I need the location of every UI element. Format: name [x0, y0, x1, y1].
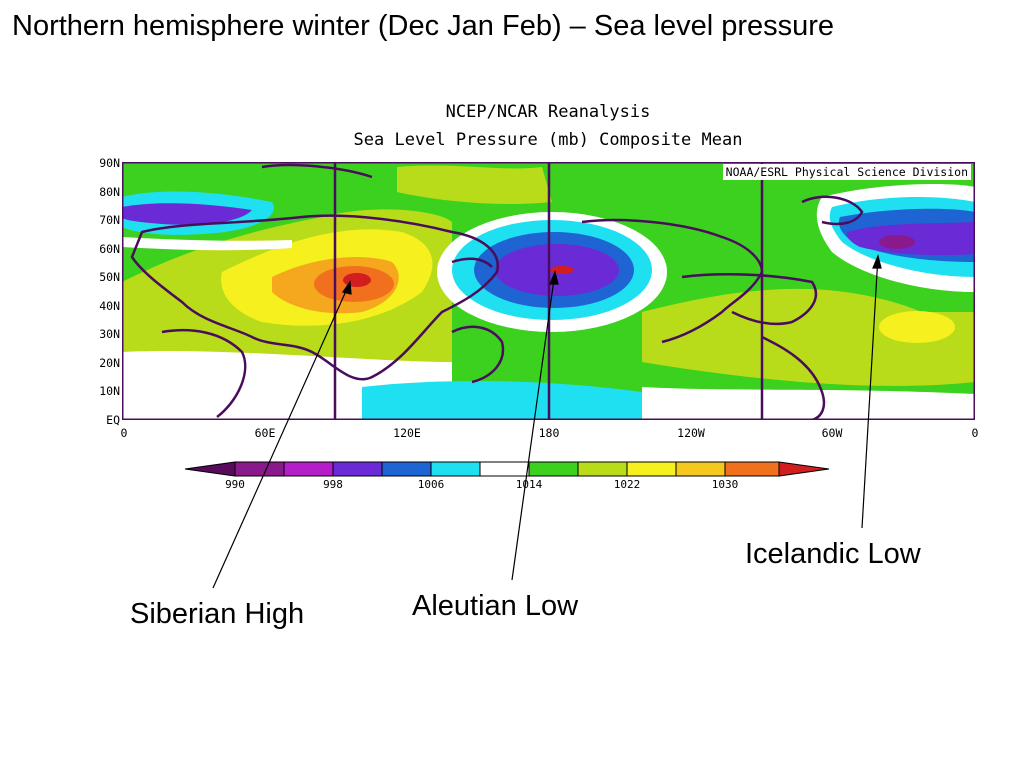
lon-label-180: 180 [538, 426, 560, 440]
colorbar-label-1006: 1006 [417, 478, 445, 491]
map-title: NCEP/NCAR Reanalysis [445, 102, 651, 122]
contour-aleutian-core [550, 266, 574, 274]
colorbar-bin-3 [332, 461, 383, 477]
contour-white-arctic-band [122, 237, 292, 251]
colorbar-bin-6 [479, 461, 530, 477]
lat-label-50n: 50N [99, 270, 120, 284]
lat-label-20n: 20N [99, 356, 120, 370]
contour-yellow-azores [879, 311, 955, 343]
map-subtitle: Sea Level Pressure (mb) Composite Mean [353, 130, 743, 150]
lon-label-60w: 60W [821, 426, 843, 440]
lat-label-60n: 60N [99, 242, 120, 256]
lat-label-40n: 40N [99, 299, 120, 313]
lon-label-120w: 120W [677, 426, 705, 440]
colorbar-bin-4 [381, 461, 432, 477]
contour-yellowgreen-pacific [642, 288, 975, 386]
callout-siberian-high: Siberian High [130, 598, 305, 630]
lon-label-0-west: 0 [120, 426, 128, 440]
colorbar-label-1022: 1022 [613, 478, 641, 491]
contour-white-equator-east [642, 387, 975, 420]
lat-label-10n: 10N [99, 384, 120, 398]
lat-label-30n: 30N [99, 327, 120, 341]
contour-red-siberian-high [343, 273, 371, 287]
pressure-map: NOAA/ESRL Physical Science Division [122, 162, 975, 420]
slide-title: Northern hemisphere winter (Dec Jan Feb)… [12, 10, 835, 42]
colorbar-label-1030: 1030 [711, 478, 739, 491]
colorbar-bin-2 [283, 461, 334, 477]
colorbar-bin-10 [675, 461, 726, 477]
callout-aleutian-low: Aleutian Low [412, 590, 579, 622]
colorbar-arrow-high [778, 461, 830, 477]
contour-cyan-equator [362, 380, 642, 420]
colorbar-bin-8 [577, 461, 628, 477]
contour-purple-arctic [122, 203, 252, 225]
lon-label-0-east: 0 [971, 426, 979, 440]
contour-icelandic-core [879, 235, 915, 249]
colorbar [184, 461, 830, 477]
colorbar-arrow-low [184, 461, 236, 477]
lat-label-eq: EQ [106, 413, 120, 427]
contour-yellowgreen-arctic [397, 165, 552, 204]
lon-label-60e: 60E [254, 426, 276, 440]
colorbar-bin-7 [528, 461, 579, 477]
lat-label-70n: 70N [99, 213, 120, 227]
colorbar-label-1014: 1014 [515, 478, 543, 491]
colorbar-label-990: 990 [225, 478, 245, 491]
colorbar-label-998: 998 [323, 478, 343, 491]
colorbar-bin-11 [724, 461, 780, 477]
colorbar-bin-1 [234, 461, 285, 477]
lon-label-120e: 120E [393, 426, 421, 440]
pressure-map-svg [122, 162, 975, 420]
lat-label-90n: 90N [99, 156, 120, 170]
callout-icelandic-low: Icelandic Low [745, 538, 921, 570]
colorbar-bin-5 [430, 461, 481, 477]
credit-label: NOAA/ESRL Physical Science Division [722, 164, 971, 180]
lat-label-80n: 80N [99, 185, 120, 199]
colorbar-bin-9 [626, 461, 677, 477]
